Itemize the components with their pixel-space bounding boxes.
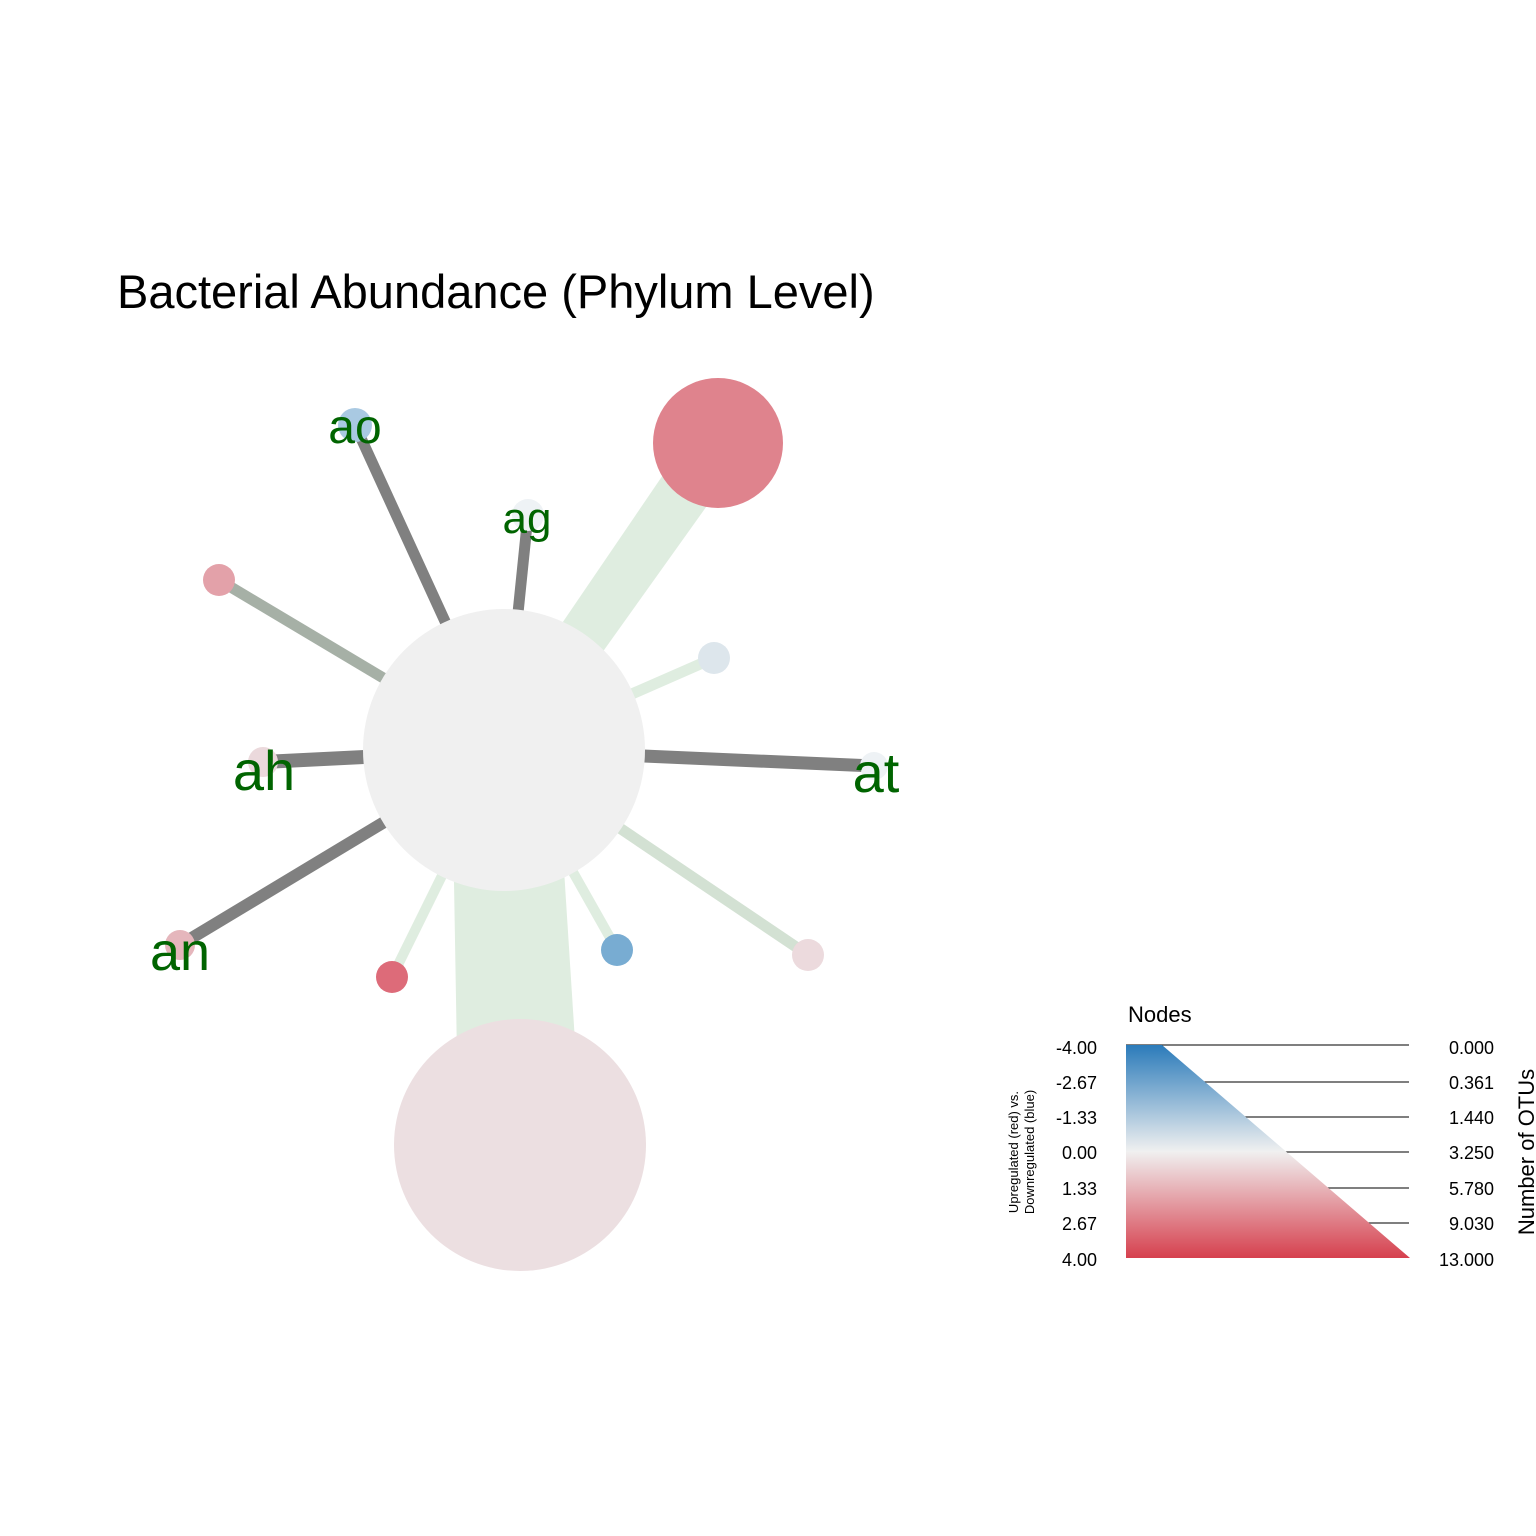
node-label-ao: ao [328, 401, 381, 454]
legend-title: Nodes [1128, 1002, 1192, 1027]
legend-color-tick: -4.00 [1056, 1038, 1097, 1058]
legend-size-tick: 5.780 [1449, 1179, 1494, 1199]
node-top-right [653, 378, 783, 508]
legend-color-wedge [1126, 1045, 1410, 1258]
node-at [860, 752, 888, 780]
node-bottom [394, 1019, 646, 1271]
node-ag [512, 499, 544, 531]
tree-node-labels: ao ag ah at an [150, 401, 900, 982]
node-ah [248, 747, 278, 777]
legend-size-ticks: 0.000 0.361 1.440 3.250 5.780 9.030 13.000 [1439, 1038, 1494, 1270]
legend-size-tick: 3.250 [1449, 1143, 1494, 1163]
node-an [165, 930, 195, 960]
legend-size-axis-label: Number of OTUs [1514, 1069, 1536, 1235]
legend-color-axis-label-line2: Downregulated (blue) [1022, 1090, 1037, 1214]
legend-color-tick: 1.33 [1062, 1179, 1097, 1199]
node-legend: Nodes -4.00 -2.67 -1.33 0.00 1.33 2.67 4.00 0.… [1006, 1002, 1536, 1270]
legend-size-tick: 0.361 [1449, 1073, 1494, 1093]
tree-nodes [165, 378, 888, 1271]
node-lower-right [792, 939, 824, 971]
legend-color-tick: -2.67 [1056, 1073, 1097, 1093]
node-lower-left-red [376, 961, 408, 993]
legend-size-tick: 1.440 [1449, 1108, 1494, 1128]
node-label-at: at [853, 741, 900, 804]
node-ao [338, 408, 372, 442]
legend-size-lines [1126, 1044, 1409, 1224]
figure-title: Bacterial Abundance (Phylum Level) [117, 265, 875, 318]
legend-color-ticks: -4.00 -2.67 -1.33 0.00 1.33 2.67 4.00 [1056, 1038, 1097, 1270]
node-root [363, 609, 645, 891]
legend-size-tick: 0.000 [1449, 1038, 1494, 1058]
legend-color-tick: 0.00 [1062, 1143, 1097, 1163]
node-label-an: an [150, 922, 210, 982]
node-right-small [698, 642, 730, 674]
node-lower-blue [601, 934, 633, 966]
legend-color-tick: 4.00 [1062, 1250, 1097, 1270]
node-upper-left [203, 564, 235, 596]
legend-size-tick: 9.030 [1449, 1214, 1494, 1234]
legend-color-tick: -1.33 [1056, 1108, 1097, 1128]
legend-color-tick: 2.67 [1062, 1214, 1097, 1234]
legend-size-tick: 13.000 [1439, 1250, 1494, 1270]
node-label-ag: ag [503, 494, 552, 543]
node-label-ah: ah [233, 739, 295, 802]
legend-color-axis-label-line1: Upregulated (red) vs. [1006, 1091, 1021, 1213]
